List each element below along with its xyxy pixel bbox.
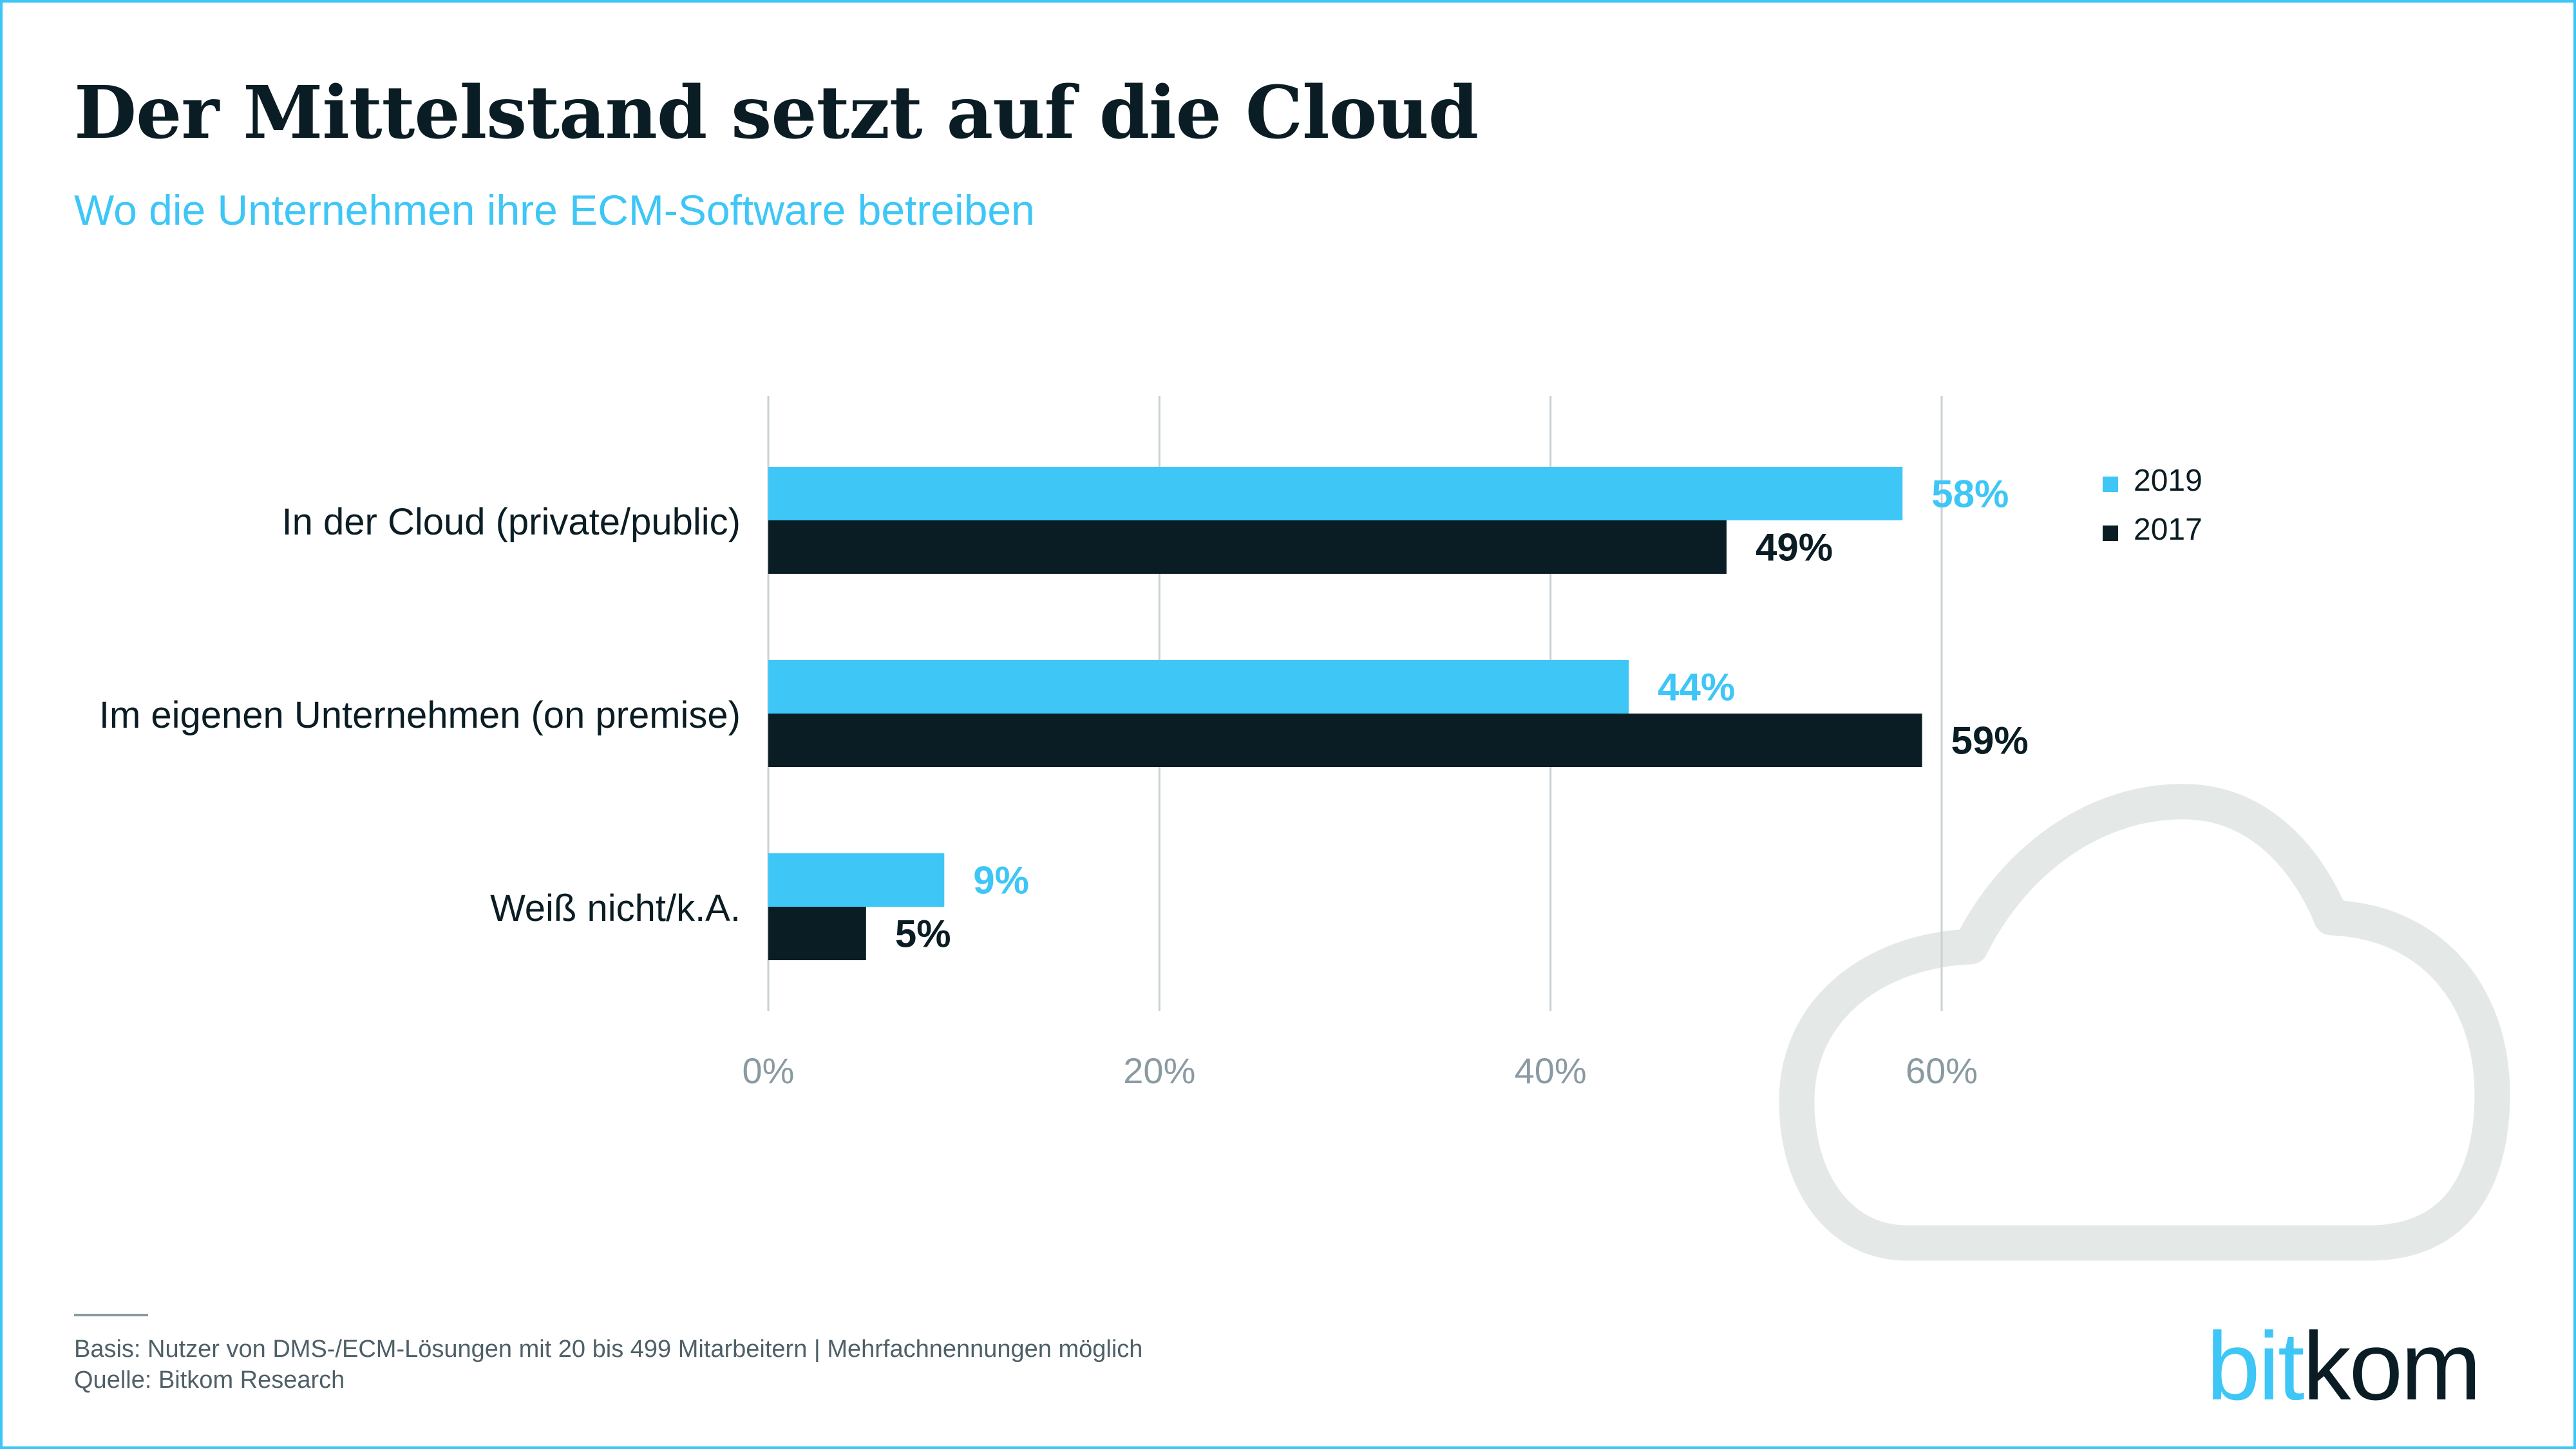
value-label: 49% [1756,526,1833,569]
footer-source: Quelle: Bitkom Research [74,1367,345,1394]
logo-bit: bit [2206,1312,2304,1420]
cloud-icon [1779,784,2510,1261]
bitkom-logo: bitkom [2206,1311,2481,1422]
bar-2017 [768,520,1727,574]
bar-2017 [768,714,1922,767]
x-tick-label: 0% [743,1050,795,1091]
chart-title: Der Mittelstand setzt auf die Cloud [74,71,1479,155]
category-label: Weiß nicht/k.A. [490,887,741,929]
x-tick-label: 40% [1515,1050,1587,1091]
legend-label-2019: 2019 [2134,464,2202,498]
value-label: 59% [1951,719,2029,762]
value-label: 5% [895,913,951,956]
footer-divider [74,1314,148,1316]
value-label: 58% [1931,473,2009,516]
value-label: 9% [973,859,1029,902]
bar-2019 [768,853,945,907]
x-tick-label: 20% [1123,1050,1195,1091]
legend-swatch-2017 [2103,526,2118,541]
logo-kom: kom [2302,1312,2481,1420]
footer-basis: Basis: Nutzer von DMS-/ECM-Lösungen mit … [74,1336,1143,1363]
category-label: In der Cloud (private/public) [282,501,741,543]
legend-label-2017: 2017 [2134,513,2202,547]
value-label: 44% [1658,666,1735,709]
bar-2019 [768,660,1629,714]
legend-swatch-2019 [2103,477,2118,492]
category-label: Im eigenen Unternehmen (on premise) [99,694,741,736]
chart-subtitle: Wo die Unternehmen ihre ECM-Software bet… [74,186,1035,234]
x-tick-label: 60% [1906,1050,1978,1091]
bar-2017 [768,907,866,960]
bar-2019 [768,467,1903,520]
